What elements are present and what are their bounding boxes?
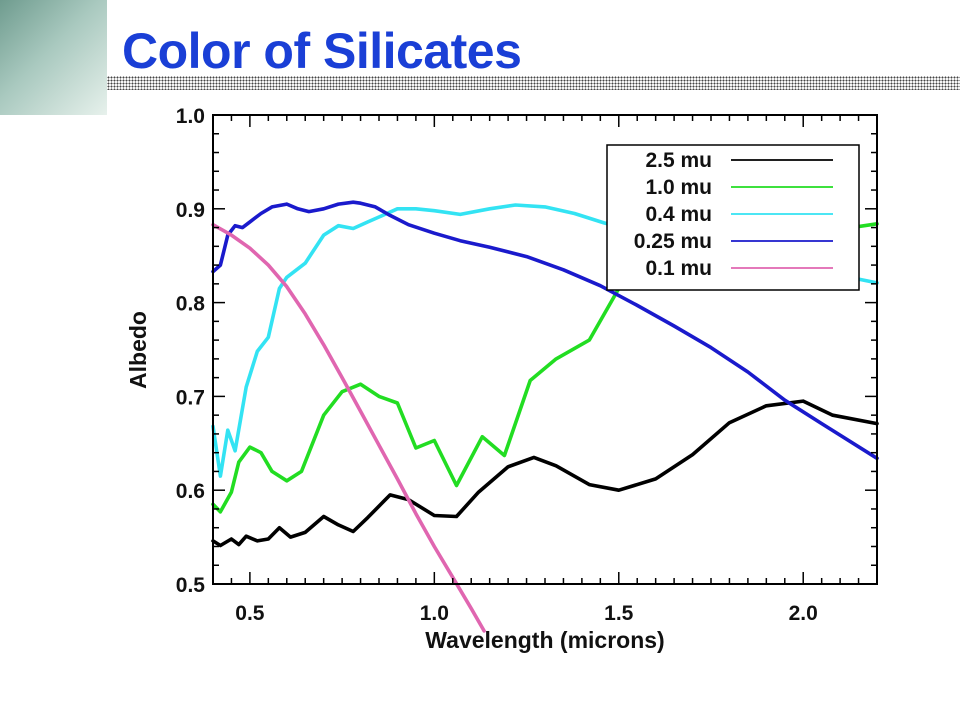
legend-label: 0.25 mu (634, 230, 712, 253)
page-title: Color of Silicates (122, 23, 522, 79)
x-tick-label: 1.5 (604, 602, 634, 625)
tick-label-layer: 0.5 1.0 1.5 2.0 0.5 0.6 0.7 0.8 0.9 1.0 (176, 105, 818, 625)
legend-label: 0.4 mu (645, 203, 712, 226)
corner-decoration (0, 0, 107, 115)
title-rule (107, 76, 960, 90)
y-tick-label: 0.7 (176, 386, 205, 409)
y-tick-label: 0.5 (176, 574, 206, 597)
legend-label: 2.5 mu (645, 149, 712, 172)
x-tick-label: 2.0 (789, 602, 818, 625)
legend-box (606, 144, 860, 291)
series-line-0 (211, 399, 879, 548)
y-tick-label: 0.6 (176, 480, 205, 503)
legend: 2.5 mu 1.0 mu 0.4 mu 0.25 mu 0.1 mu (606, 144, 860, 291)
series-line-3 (211, 200, 879, 461)
series-line-4 (211, 222, 486, 633)
y-tick-label: 0.8 (176, 293, 206, 316)
x-tick-label: 0.5 (235, 602, 265, 625)
y-tick-label: 1.0 (176, 105, 205, 128)
y-tick-label: 0.9 (176, 199, 205, 222)
legend-label: 0.1 mu (645, 257, 712, 280)
tick-layer (212, 114, 878, 585)
y-axis-label: Albedo (125, 311, 151, 389)
legend-label: 1.0 mu (645, 176, 712, 199)
x-tick-label: 1.0 (420, 602, 449, 625)
x-axis-label: Wavelength (microns) (425, 627, 664, 653)
